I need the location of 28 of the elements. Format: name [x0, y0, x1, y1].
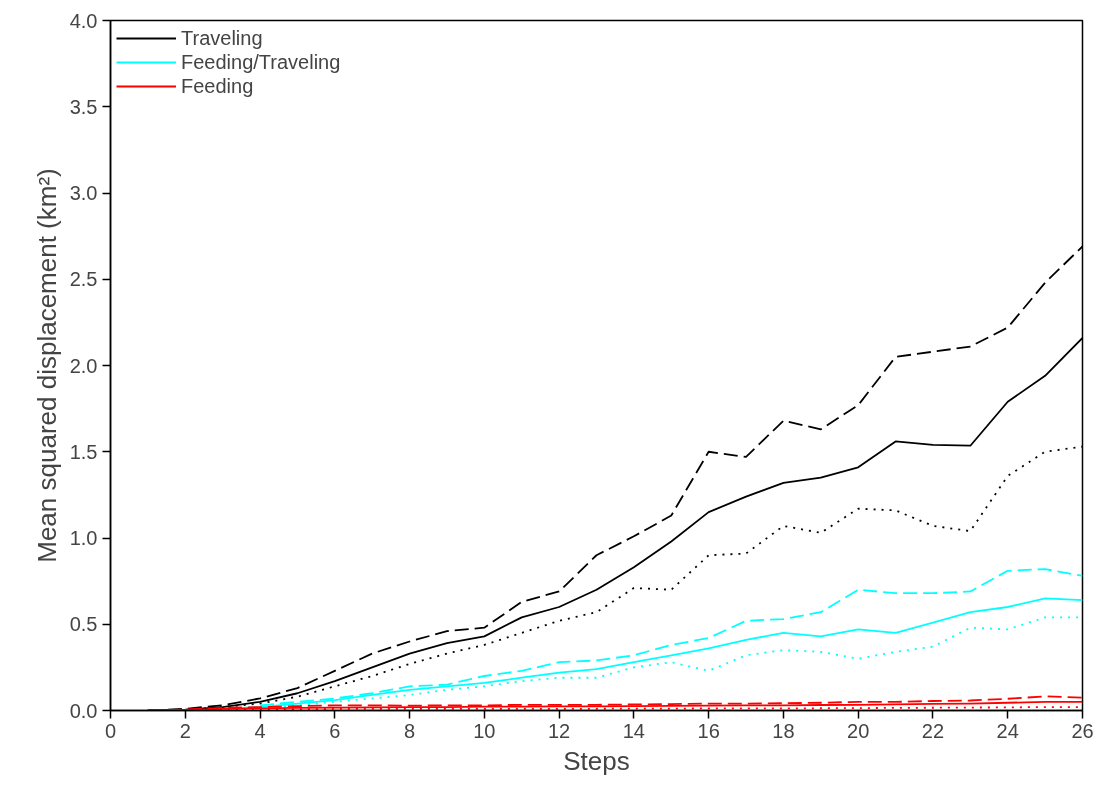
y-tick-label: 4.0 — [69, 9, 98, 32]
x-tick-label: 12 — [547, 719, 571, 742]
y-tick-label: 0.0 — [69, 699, 98, 722]
x-tick-label: 24 — [996, 719, 1019, 742]
y-tick-label: 0.5 — [69, 613, 98, 636]
x-tick-label: 16 — [697, 719, 720, 742]
y-tick-label: 3.0 — [69, 182, 98, 204]
x-tick-label: 22 — [921, 719, 945, 742]
x-tick-label: 4 — [254, 719, 266, 742]
x-tick-label: 6 — [329, 719, 341, 742]
y-tick-label: 2.0 — [69, 354, 98, 377]
y-tick-label: 1.5 — [69, 440, 98, 463]
y-tick-label: 2.5 — [69, 268, 98, 291]
x-tick-label: 8 — [404, 719, 416, 742]
x-tick-label: 2 — [179, 719, 191, 742]
y-tick-label: 3.5 — [69, 95, 98, 118]
x-tick-label: 18 — [772, 719, 795, 742]
legend-label: Feeding/Traveling — [181, 50, 341, 74]
x-tick-label: 14 — [622, 719, 646, 742]
legend-label: Traveling — [181, 26, 263, 50]
x-axis-title: Steps — [563, 745, 630, 776]
y-tick-label: 1.0 — [69, 527, 98, 549]
y-axis-title: Mean squared displacement (km²) — [31, 168, 62, 563]
x-tick-label: 26 — [1071, 719, 1094, 742]
x-tick-label: 20 — [847, 719, 870, 742]
legend-label: Feeding — [181, 74, 254, 98]
x-tick-label: 0 — [104, 719, 117, 742]
x-tick-label: 10 — [473, 719, 496, 742]
